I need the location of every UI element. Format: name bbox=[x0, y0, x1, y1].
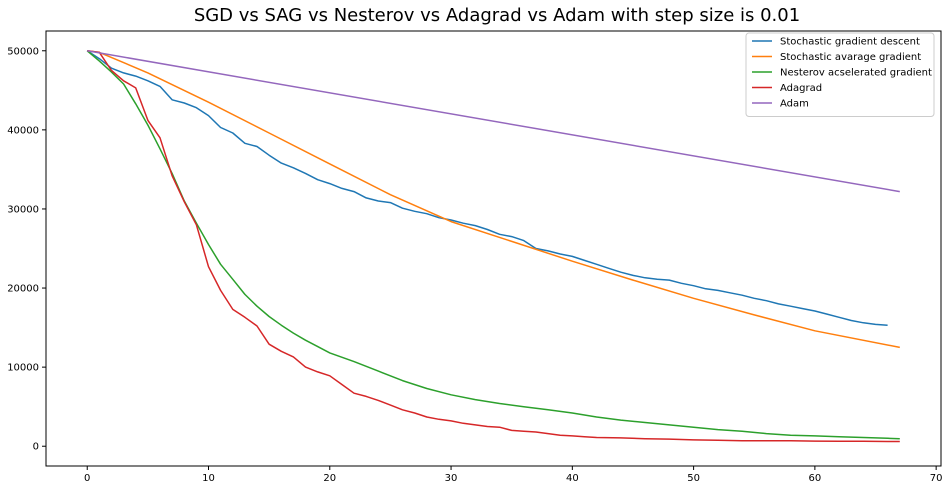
legend-label-2: Stochastic avarage gradient bbox=[780, 52, 921, 63]
series-line-4 bbox=[87, 50, 900, 443]
series-line-5 bbox=[87, 50, 900, 193]
legend-label-3: Nesterov acselerated gradient bbox=[780, 68, 932, 79]
x-tick-label: 10 bbox=[202, 473, 215, 484]
y-tick-label: 50000 bbox=[7, 46, 39, 57]
plot-frame bbox=[45, 30, 942, 467]
y-tick-label: 30000 bbox=[7, 204, 39, 215]
series-line-3 bbox=[86, 50, 900, 440]
y-tick-label: 10000 bbox=[7, 363, 39, 374]
x-tick-label: 30 bbox=[445, 473, 458, 484]
plot-area bbox=[86, 50, 900, 443]
chart-title: SGD vs SAG vs Nesterov vs Adagrad vs Ada… bbox=[194, 5, 800, 26]
series-line-1 bbox=[86, 50, 888, 326]
x-tick-label: 70 bbox=[930, 473, 943, 484]
x-tick-label: 60 bbox=[809, 473, 822, 484]
series-line-2 bbox=[87, 50, 900, 349]
legend-box bbox=[745, 32, 935, 117]
y-tick-label: 40000 bbox=[7, 125, 39, 136]
y-axis: 0 10000 20000 30000 40000 50000 bbox=[7, 46, 46, 453]
legend-label-5: Adam bbox=[780, 99, 809, 110]
x-tick-label: 0 bbox=[84, 473, 90, 484]
x-tick-label: 40 bbox=[566, 473, 579, 484]
legend: Stochastic gradient descent Stochastic av… bbox=[745, 32, 935, 117]
x-axis: 0 10 20 30 40 50 60 70 bbox=[84, 466, 943, 484]
legend-label-4: Adagrad bbox=[780, 83, 822, 94]
x-tick-label: 50 bbox=[687, 473, 700, 484]
x-tick-label: 20 bbox=[323, 473, 336, 484]
y-tick-label: 20000 bbox=[7, 284, 39, 295]
y-tick-label: 0 bbox=[33, 442, 39, 453]
legend-label-1: Stochastic gradient descent bbox=[780, 37, 920, 48]
